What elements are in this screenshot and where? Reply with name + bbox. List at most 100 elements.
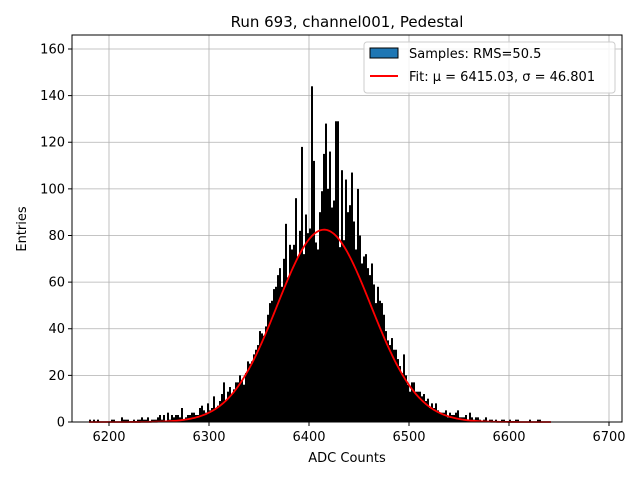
histogram-bar [441, 412, 443, 422]
histogram-bar [415, 391, 417, 422]
histogram-bar [251, 361, 253, 422]
histogram-bar [301, 146, 303, 422]
histogram-bar [137, 419, 139, 422]
histogram-bar [371, 263, 373, 422]
histogram-bar [305, 214, 307, 422]
histogram-bar [267, 314, 269, 422]
histogram-bar [383, 314, 385, 422]
histogram-bar [273, 289, 275, 422]
histogram-bar [455, 412, 457, 422]
histogram-bar [475, 417, 477, 422]
legend: Samples: RMS=50.5 Fit: μ = 6415.03, σ = … [363, 41, 616, 94]
histogram-bar [229, 387, 231, 422]
histogram-bar [485, 417, 487, 422]
y-tick-label: 140 [40, 89, 65, 104]
y-tick-label: 60 [48, 276, 65, 291]
histogram-bar [269, 303, 271, 422]
histogram-bar [141, 417, 143, 422]
histogram-bar [465, 415, 467, 422]
histogram-bar [235, 382, 237, 422]
histogram-bar [407, 384, 409, 422]
histogram-bar [215, 408, 217, 422]
histogram-bar [203, 410, 205, 422]
histogram-bar [391, 338, 393, 422]
histogram-bar [375, 303, 377, 422]
histogram-bar [501, 419, 503, 422]
histogram-bar [279, 268, 281, 422]
histogram-bar [377, 286, 379, 422]
histogram-bar [315, 242, 317, 422]
histogram-bar [361, 263, 363, 422]
histogram-bar [419, 391, 421, 422]
histogram-bar [275, 286, 277, 422]
histogram-bar [253, 354, 255, 422]
histogram-bar [537, 419, 539, 422]
histogram-bar [309, 228, 311, 422]
y-axis-title: Entries [15, 206, 30, 252]
histogram-bar [293, 244, 295, 422]
histogram-bar [113, 419, 115, 422]
histogram-bar [335, 121, 337, 422]
histogram-bar [369, 275, 371, 422]
histogram-bar [321, 191, 323, 422]
histogram-bar [437, 410, 439, 422]
histogram-bar [429, 408, 431, 422]
histogram-bar [195, 415, 197, 422]
chart-title: Run 693, channel001, Pedestal [231, 13, 464, 31]
histogram-bar [303, 254, 305, 422]
histogram-bar [199, 408, 201, 422]
histogram-bar [133, 419, 135, 422]
histogram-bar [271, 300, 273, 422]
histogram-bar [211, 408, 213, 422]
histogram-bar [177, 415, 179, 422]
histogram-bar [403, 354, 405, 422]
histogram-bar [393, 349, 395, 422]
histogram-bar [405, 375, 407, 422]
histogram-bar [143, 419, 145, 422]
histogram-bar [323, 153, 325, 422]
histogram-bar [263, 335, 265, 422]
histogram-bar [167, 412, 169, 422]
histogram-bar [285, 223, 287, 422]
histogram-bar [173, 417, 175, 422]
histogram-bar [89, 419, 91, 422]
histogram-bar [231, 394, 233, 422]
histogram-bar [397, 359, 399, 422]
histogram-bar [221, 394, 223, 422]
y-tick-label: 100 [40, 182, 65, 197]
histogram-bar [125, 419, 127, 422]
histogram-bar [245, 373, 247, 422]
histogram-bar [281, 286, 283, 422]
histogram-bar [345, 179, 347, 422]
histogram-bar [381, 303, 383, 422]
histogram-bar [447, 417, 449, 422]
histogram-bar [431, 403, 433, 422]
x-tick-label: 6600 [492, 430, 525, 445]
histogram-bar [359, 235, 361, 422]
histogram-bar [515, 419, 517, 422]
histogram-bar [121, 417, 123, 422]
histogram-bar [157, 417, 159, 422]
y-tick-label: 80 [48, 229, 65, 244]
histogram-bar [243, 384, 245, 422]
legend-samples-swatch [369, 47, 399, 59]
histogram-bar [339, 247, 341, 422]
x-tick-label: 6300 [192, 430, 225, 445]
histogram-bar [249, 363, 251, 422]
histogram-bar [333, 200, 335, 422]
histogram-bar [265, 326, 267, 422]
histogram-bar [451, 415, 453, 422]
histogram-bar [329, 151, 331, 422]
histogram-bar [325, 123, 327, 422]
histogram-bar [123, 419, 125, 422]
histogram-bar [291, 249, 293, 422]
histogram-bar [219, 401, 221, 422]
legend-fit-label: Fit: μ = 6415.03, σ = 46.801 [409, 70, 595, 85]
fit-curve [89, 228, 551, 423]
histogram-bar [355, 249, 357, 422]
histogram-bar [443, 412, 445, 422]
histogram-bar [373, 284, 375, 422]
histogram-bar [413, 382, 415, 422]
histogram-bar [201, 405, 203, 422]
